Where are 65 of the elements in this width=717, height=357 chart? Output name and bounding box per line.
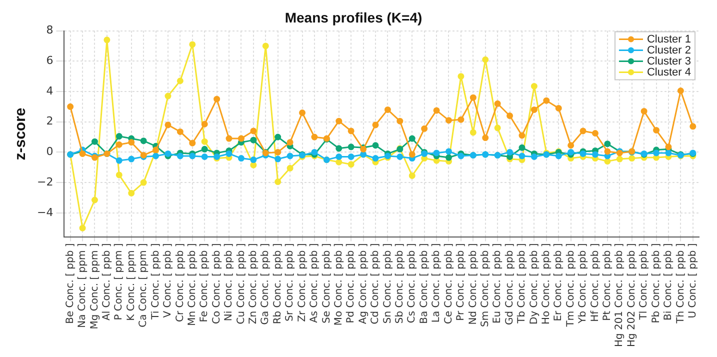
x-tick-label: Tm Conc. [ ppb ] bbox=[565, 243, 576, 328]
x-tick-label: Sr Conc. [ ppb ] bbox=[284, 243, 296, 322]
x-tick-label: Hg 201 Conc. [ ppb ] bbox=[614, 243, 626, 348]
y-tick-label: 4 bbox=[46, 84, 54, 98]
y-tick-label: 2 bbox=[46, 114, 54, 128]
x-tick-label: Nd Conc. [ ppb ] bbox=[468, 243, 479, 325]
x-tick-label: Hf Conc. [ ppb ] bbox=[590, 243, 601, 322]
x-tick-label: Eu Conc. [ ppb ] bbox=[492, 243, 504, 324]
x-tick-label: Er Conc. [ ppb ] bbox=[553, 243, 564, 322]
x-tick-label: Ho Conc. [ ppb ] bbox=[541, 243, 552, 325]
x-tick-label: Th Conc. [ ppb ] bbox=[675, 243, 686, 324]
x-tick-label: Zr Conc. [ ppb ] bbox=[296, 243, 308, 322]
x-tick-label: Pb Conc. [ ppb ] bbox=[650, 243, 662, 324]
x-tick-label: Se Conc. [ ppb ] bbox=[321, 243, 332, 324]
x-tick-label: Tl Conc. [ ppb ] bbox=[638, 243, 650, 321]
x-tick-label: Mo Conc. [ ppb ] bbox=[333, 243, 344, 326]
legend-label: Cluster 3 bbox=[646, 55, 692, 68]
chart-title: Means profiles (K=4) bbox=[284, 9, 422, 26]
x-tick-label: Rb Conc. [ ppb ] bbox=[272, 243, 284, 324]
x-tick-label: Na Conc. [ ppm ] bbox=[77, 243, 88, 328]
legend-label: Cluster 1 bbox=[646, 33, 692, 46]
x-tick-label: Gd Conc. [ ppb ] bbox=[504, 243, 516, 325]
x-tick-label: Zn Conc. [ ppb ] bbox=[248, 243, 260, 324]
x-tick-label: Pt Conc. [ ppb ] bbox=[602, 243, 614, 321]
x-tick-label: Yb Conc. [ ppb ] bbox=[578, 243, 589, 324]
y-tick-label: 6 bbox=[46, 54, 54, 68]
x-tick-label: Pd Conc. [ ppb ] bbox=[346, 243, 357, 324]
x-tick-label: Ca Conc. [ ppm ] bbox=[138, 243, 150, 328]
x-tick-label: Tb Conc. [ ppb ] bbox=[516, 243, 528, 324]
x-tick-label: V Conc. [ ppb ] bbox=[162, 243, 174, 318]
x-tick-label: P Conc. [ ppm ] bbox=[114, 243, 125, 320]
x-tick-label: U Conc. [ ppb ] bbox=[687, 243, 698, 318]
x-tick-label: Cr Conc. [ ppb ] bbox=[174, 243, 186, 322]
y-axis-title: z-score bbox=[12, 108, 30, 160]
x-tick-label: Ni Conc. [ ppb ] bbox=[224, 243, 235, 322]
x-tick-label: Sm Conc. [ ppb ] bbox=[480, 243, 491, 327]
y-tick-label: 8 bbox=[46, 24, 54, 37]
x-tick-label: Sb Conc. [ ppb ] bbox=[394, 243, 406, 324]
x-tick-label: Dy Conc. [ ppb ] bbox=[528, 243, 540, 324]
y-tick-label: −2 bbox=[36, 175, 54, 188]
x-tick-label: K Conc. [ ppm ] bbox=[126, 243, 137, 321]
x-tick-label: Ti Conc. [ ppb ] bbox=[150, 243, 162, 320]
x-tick-label: Ag Conc. [ ppb ] bbox=[358, 243, 369, 324]
x-tick-label: Co Conc. [ ppb ] bbox=[211, 243, 222, 324]
x-tick-label: La Conc. [ ppb ] bbox=[431, 243, 442, 323]
x-tick-label: Be Conc. [ ppb ] bbox=[64, 243, 76, 324]
legend-label: Cluster 4 bbox=[646, 66, 692, 78]
x-tick-label: Ce Conc. [ ppb ] bbox=[443, 243, 454, 324]
x-tick-label: Ga Conc. [ ppb ] bbox=[260, 243, 272, 325]
x-tick-label: Pr Conc. [ ppb ] bbox=[456, 243, 467, 321]
x-tick-label: Sn Conc. [ ppb ] bbox=[382, 243, 394, 324]
x-tick-label: Hg 202 Conc. [ ppb ] bbox=[626, 243, 638, 348]
x-tick-label: Bi Conc. [ ppb ] bbox=[663, 243, 674, 321]
x-tick-label: Cs Conc. [ ppb ] bbox=[406, 243, 418, 324]
x-tick-label: Fe Conc. [ ppb ] bbox=[199, 243, 210, 322]
y-tick-label: −4 bbox=[36, 206, 54, 219]
x-tick-label: Al Conc. [ ppb ] bbox=[102, 243, 113, 320]
x-tick-label: Cd Conc. [ ppb ] bbox=[370, 243, 382, 324]
x-tick-label: Mn Conc. [ ppb ] bbox=[186, 243, 198, 326]
x-tick-label: Cu Conc. [ ppb ] bbox=[236, 243, 247, 324]
legend-label: Cluster 2 bbox=[646, 44, 692, 56]
x-tick-label: Ba Conc. [ ppb ] bbox=[418, 243, 430, 324]
y-tick-label: 0 bbox=[46, 145, 54, 158]
x-tick-label: As Conc. [ ppb ] bbox=[309, 243, 320, 323]
x-tick-label: Mg Conc. [ ppm ] bbox=[89, 243, 100, 330]
